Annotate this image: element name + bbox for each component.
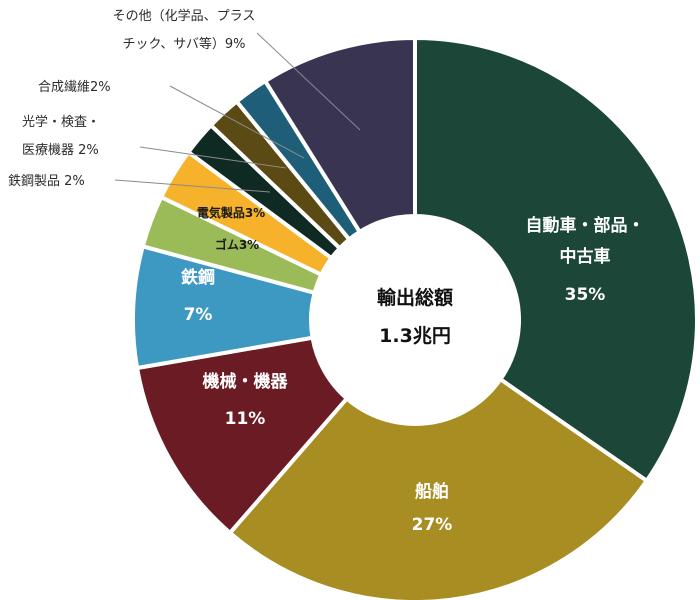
slice-label-1-line-1: 自動車・部品・ [526, 215, 645, 236]
slice-label-1-line-2: 中古車 [560, 246, 611, 267]
slice-label-2-line-2: 27% [412, 515, 453, 535]
slice-label-7-line-1: 鉄鋼製品 2% [8, 174, 85, 189]
center-title: 輸出総額 [377, 286, 453, 309]
slice-label-1-line-3: 35% [565, 285, 606, 305]
leaders-layer [114, 32, 361, 193]
slice-label-3-line-2: 11% [225, 409, 266, 429]
slice-10 [262, 35, 417, 235]
slice-2 [227, 376, 650, 600]
slice-label-4-line-1: 鉄鋼 [181, 267, 215, 288]
slice-label-10-line-2: チック、サバ等）9% [123, 36, 246, 52]
slice-label-2-line-1: 船舶 [415, 481, 449, 502]
leader-line-9 [169, 85, 305, 159]
center-total: 1.3兆円 [379, 325, 451, 347]
leader-line-8 [139, 146, 287, 169]
labels-layer: 自動車・部品・中古車 35% 船舶 27% 機械・機器 11% 鉄鋼 7% ゴム3% 電気製品3%… [8, 8, 645, 535]
slice-label-9-line-1: 合成繊維2% [38, 79, 111, 95]
slice-label-5-line-1: ゴム3% [215, 237, 259, 252]
leader-line-7 [114, 179, 271, 193]
slice-3 [134, 335, 350, 536]
slice-label-8-line-1: 光学・検査・ [22, 114, 100, 130]
slice-label-6-line-1: 電気製品3% [197, 205, 265, 220]
slice-label-10-line-1: その他（化学品、プラス [113, 8, 256, 24]
slice-label-3-line-1: 機械・機器 [203, 371, 289, 392]
leader-line-10 [256, 32, 361, 131]
slice-label-8-line-2: 医療機器 2% [22, 143, 99, 158]
slice-1 [413, 35, 699, 484]
slice-label-4-line-2: 7% [184, 305, 213, 325]
